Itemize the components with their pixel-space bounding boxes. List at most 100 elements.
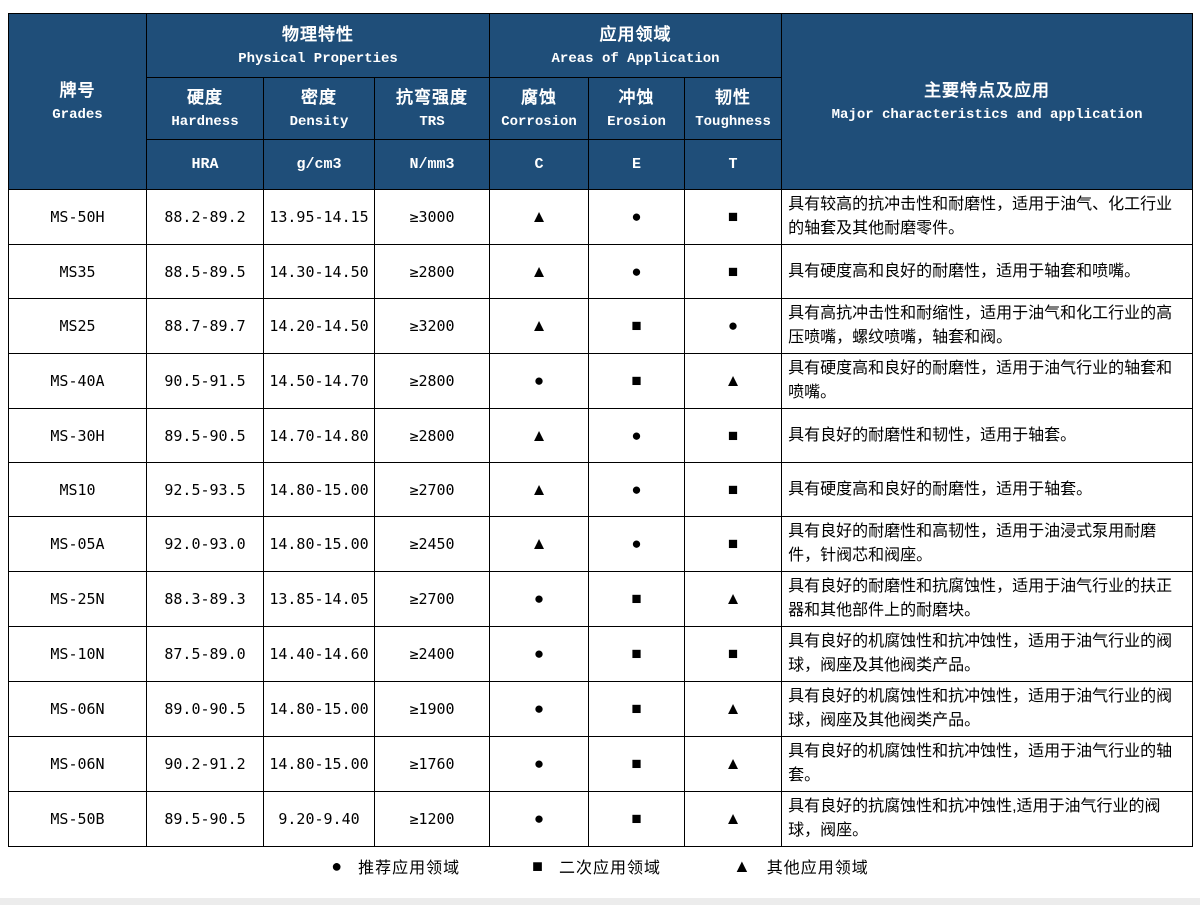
trs-cell: ≥2450 — [373, 516, 491, 572]
table-row: MS-06N 90.2-91.2 14.80-15.00 ≥1760 ● ■ ▲… — [8, 736, 1194, 792]
erosion-symbol: ● — [588, 408, 686, 463]
grade-cell: MS-06N — [8, 736, 147, 792]
density-cell: 14.70-14.80 — [263, 408, 375, 463]
header-erosion-zh: 冲蚀 — [618, 88, 655, 108]
density-cell: 14.80-15.00 — [263, 681, 375, 737]
corrosion-symbol: ● — [489, 353, 590, 409]
toughness-symbol: ■ — [684, 408, 783, 463]
description-cell: 具有良好的机腐蚀性和抗冲蚀性，适用于油气行业的阀球，阀座及其他阀类产品。 — [781, 626, 1194, 682]
hardness-cell: 89.5-90.5 — [146, 408, 264, 463]
header-corrosion-zh: 腐蚀 — [521, 88, 558, 108]
header-grades-zh: 牌号 — [59, 81, 96, 101]
density-cell: 9.20-9.40 — [263, 791, 375, 847]
hardness-cell: 90.2-91.2 — [146, 736, 264, 792]
legend-label: 其他应用领域 — [766, 860, 869, 877]
hardness-cell: 92.0-93.0 — [146, 516, 264, 572]
erosion-symbol: ■ — [588, 626, 686, 682]
description-cell: 具有良好的耐磨性和韧性，适用于轴套。 — [781, 408, 1194, 463]
header-major-en: Major characteristics and application — [831, 106, 1143, 123]
toughness-symbol: ▲ — [684, 736, 783, 792]
unit-hra: HRA — [146, 139, 264, 190]
density-cell: 14.80-15.00 — [263, 462, 375, 517]
grade-cell: MS-40A — [8, 353, 147, 409]
header-application-zh: 应用领域 — [599, 25, 672, 45]
hardness-cell: 92.5-93.5 — [146, 462, 264, 517]
header-hardness-zh: 硬度 — [187, 88, 223, 108]
grade-cell: MS-50B — [8, 791, 147, 847]
hardness-cell: 89.5-90.5 — [146, 791, 264, 847]
density-cell: 14.30-14.50 — [263, 244, 375, 299]
erosion-symbol: ● — [588, 189, 686, 245]
description-cell: 具有良好的耐磨性和抗腐蚀性，适用于油气行业的扶正器和其他部件上的耐磨块。 — [781, 571, 1194, 627]
header-trs: 抗弯强度 TRS — [373, 77, 491, 140]
header-physical-zh: 物理特性 — [282, 25, 355, 45]
grade-cell: MS-05A — [8, 516, 147, 572]
corrosion-symbol: ● — [489, 571, 590, 627]
description-cell: 具有硬度高和良好的耐磨性，适用于轴套和喷嘴。 — [781, 244, 1194, 299]
trs-cell: ≥3200 — [373, 298, 491, 354]
legend-item-secondary: ■ 二次应用领域 — [532, 854, 661, 878]
erosion-symbol: ■ — [588, 571, 686, 627]
hardness-cell: 87.5-89.0 — [146, 626, 264, 682]
erosion-symbol: ● — [588, 244, 686, 299]
corrosion-symbol: ▲ — [489, 298, 590, 354]
square-icon: ■ — [532, 855, 543, 876]
erosion-symbol: ■ — [588, 298, 686, 354]
header-density-en: Density — [289, 113, 349, 130]
grade-cell: MS-25N — [8, 571, 147, 627]
corrosion-symbol: ▲ — [489, 516, 590, 572]
table-row: MS35 88.5-89.5 14.30-14.50 ≥2800 ▲ ● ■ 具… — [8, 244, 1194, 299]
trs-cell: ≥1900 — [373, 681, 491, 737]
description-cell: 具有高抗冲击性和耐缩性，适用于油气和化工行业的高压喷嘴，螺纹喷嘴，轴套和阀。 — [781, 298, 1194, 354]
density-cell: 14.80-15.00 — [263, 516, 375, 572]
hardness-cell: 88.5-89.5 — [146, 244, 264, 299]
header-grades: 牌号 Grades — [8, 13, 147, 190]
header-trs-zh: 抗弯强度 — [396, 88, 469, 108]
table-row: MS-06N 89.0-90.5 14.80-15.00 ≥1900 ● ■ ▲… — [8, 681, 1194, 737]
hardness-cell: 88.3-89.3 — [146, 571, 264, 627]
table-header: 牌号 Grades 物理特性 Physical Properties 应用领域 … — [8, 13, 1194, 190]
toughness-symbol: ● — [684, 298, 783, 354]
description-cell: 具有硬度高和良好的耐磨性，适用于轴套。 — [781, 462, 1194, 517]
legend: ● 推荐应用领域 ■ 二次应用领域 ▲ 其他应用领域 — [8, 847, 1192, 885]
toughness-symbol: ▲ — [684, 571, 783, 627]
description-cell: 具有硬度高和良好的耐磨性，适用于油气行业的轴套和喷嘴。 — [781, 353, 1194, 409]
table-row: MS25 88.7-89.7 14.20-14.50 ≥3200 ▲ ■ ● 具… — [8, 298, 1194, 354]
triangle-icon: ▲ — [732, 855, 751, 876]
toughness-symbol: ■ — [684, 462, 783, 517]
description-cell: 具有良好的抗腐蚀性和抗冲蚀性,适用于油气行业的阀球，阀座。 — [781, 791, 1194, 847]
grades-spec-table: 牌号 Grades 物理特性 Physical Properties 应用领域 … — [8, 13, 1194, 847]
toughness-symbol: ▲ — [684, 681, 783, 737]
trs-cell: ≥1200 — [373, 791, 491, 847]
description-cell: 具有较高的抗冲击性和耐磨性，适用于油气、化工行业的轴套及其他耐磨零件。 — [781, 189, 1194, 245]
density-cell: 14.50-14.70 — [263, 353, 375, 409]
header-toughness-en: Toughness — [695, 113, 771, 130]
header-corrosion-en: Corrosion — [501, 113, 577, 130]
table-row: MS-05A 92.0-93.0 14.80-15.00 ≥2450 ▲ ● ■… — [8, 516, 1194, 572]
table-row: MS-50B 89.5-90.5 9.20-9.40 ≥1200 ● ■ ▲ 具… — [8, 791, 1194, 847]
header-toughness: 韧性 Toughness — [684, 77, 783, 140]
hardness-cell: 88.7-89.7 — [146, 298, 264, 354]
erosion-symbol: ● — [588, 462, 686, 517]
header-density-zh: 密度 — [301, 88, 337, 108]
header-major-zh: 主要特点及应用 — [924, 81, 1051, 101]
trs-cell: ≥2800 — [373, 353, 491, 409]
hardness-cell: 90.5-91.5 — [146, 353, 264, 409]
grade-cell: MS-06N — [8, 681, 147, 737]
header-major-characteristics: 主要特点及应用 Major characteristics and applic… — [781, 13, 1194, 190]
corrosion-symbol: ▲ — [489, 244, 590, 299]
header-hardness-en: Hardness — [171, 113, 239, 130]
table-body: MS-50H 88.2-89.2 13.95-14.15 ≥3000 ▲ ● ■… — [8, 189, 1194, 847]
toughness-symbol: ■ — [684, 189, 783, 245]
header-erosion: 冲蚀 Erosion — [588, 77, 686, 140]
page: 牌号 Grades 物理特性 Physical Properties 应用领域 … — [8, 13, 1194, 885]
legend-item-other: ▲ 其他应用领域 — [733, 854, 869, 878]
corrosion-symbol: ▲ — [489, 462, 590, 517]
unit-nmm3: N/mm3 — [373, 139, 491, 190]
corrosion-symbol: ● — [489, 626, 590, 682]
table-row: MS10 92.5-93.5 14.80-15.00 ≥2700 ▲ ● ■ 具… — [8, 462, 1194, 517]
header-physical-properties: 物理特性 Physical Properties — [145, 13, 491, 78]
description-cell: 具有良好的机腐蚀性和抗冲蚀性，适用于油气行业的轴套。 — [781, 736, 1194, 792]
toughness-symbol: ■ — [684, 244, 783, 299]
page-bottom-edge — [0, 898, 1200, 905]
